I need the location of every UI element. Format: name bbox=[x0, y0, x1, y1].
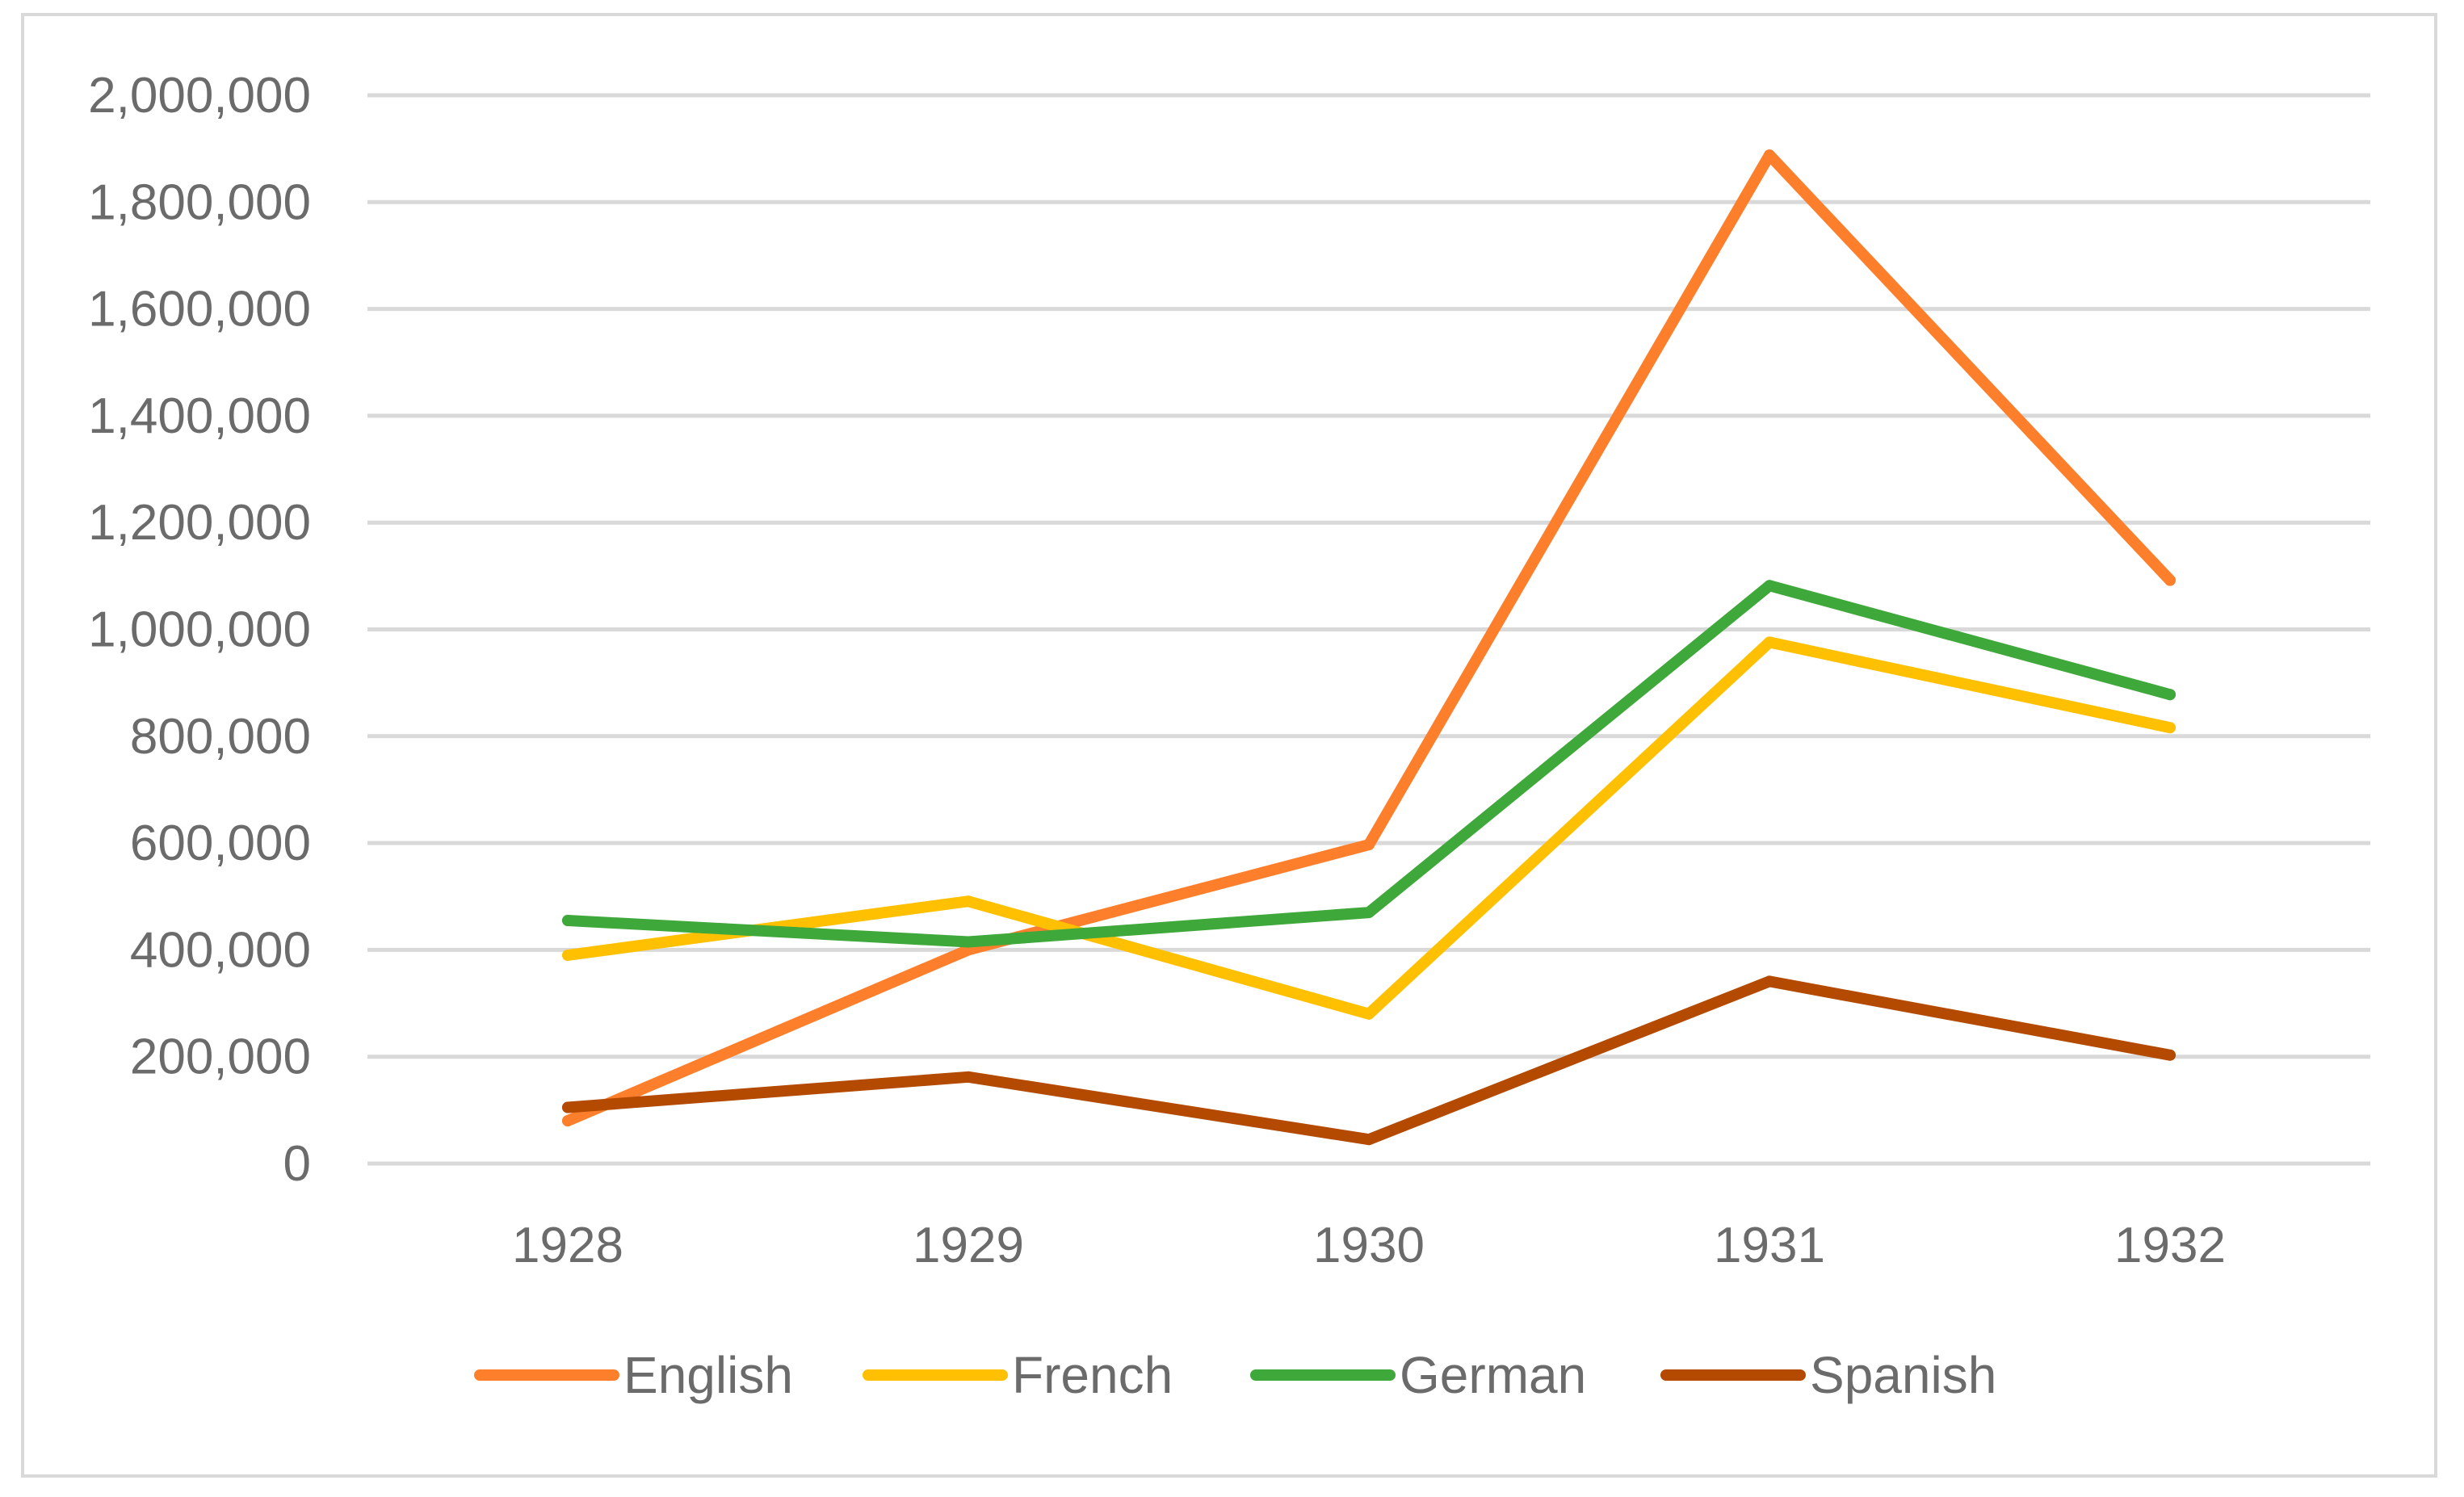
data-point-spanish bbox=[562, 1101, 573, 1113]
y-tick-label: 200,000 bbox=[130, 1029, 311, 1085]
y-tick-label: 1,200,000 bbox=[88, 495, 311, 551]
y-tick-label: 1,400,000 bbox=[88, 388, 311, 444]
series-lines bbox=[562, 149, 2176, 1146]
data-point-french bbox=[2164, 722, 2176, 734]
data-point-german bbox=[562, 915, 573, 927]
data-point-french bbox=[1363, 1008, 1375, 1020]
data-point-spanish bbox=[2164, 1049, 2176, 1061]
chart-frame bbox=[21, 13, 2437, 1478]
gridlines bbox=[367, 93, 2370, 1166]
x-tick-label: 1932 bbox=[2114, 1218, 2226, 1273]
y-tick-label: 600,000 bbox=[130, 816, 311, 871]
series-line-french bbox=[562, 636, 2176, 1020]
data-point-english bbox=[1764, 149, 1775, 161]
legend-label: German bbox=[1400, 1346, 1586, 1404]
axes: 0 200,000 400,000 600,000 800,000 1,000,000 1,… bbox=[88, 68, 2226, 1273]
y-tick-label: 1,800,000 bbox=[88, 174, 311, 230]
x-tick-label: 1931 bbox=[1714, 1218, 1825, 1273]
data-point-german bbox=[1363, 907, 1375, 919]
series-line-english bbox=[562, 149, 2176, 1127]
legend-label: Spanish bbox=[1810, 1346, 1996, 1404]
y-tick-label: 1,000,000 bbox=[88, 602, 311, 658]
legend-item-english: English bbox=[474, 1346, 793, 1404]
y-tick-label: 0 bbox=[283, 1136, 311, 1192]
y-tick-label: 400,000 bbox=[130, 922, 311, 978]
data-point-english bbox=[1363, 839, 1375, 851]
y-tick-label: 1,600,000 bbox=[88, 282, 311, 338]
data-point-german bbox=[963, 936, 974, 948]
legend-item-german: German bbox=[1250, 1346, 1586, 1404]
data-point-french bbox=[562, 950, 573, 962]
data-point-spanish bbox=[1764, 975, 1775, 988]
data-point-english bbox=[562, 1115, 573, 1127]
data-point-spanish bbox=[963, 1071, 974, 1083]
series-line-spanish bbox=[562, 975, 2176, 1146]
legend-item-french: French bbox=[863, 1346, 1173, 1404]
legend: English French German Spanish bbox=[474, 1346, 1996, 1404]
x-tick-label: 1928 bbox=[512, 1218, 623, 1273]
legend-label: English bbox=[623, 1346, 793, 1404]
y-tick-label: 2,000,000 bbox=[88, 68, 311, 124]
data-point-english bbox=[2164, 574, 2176, 586]
data-point-french bbox=[1764, 636, 1775, 648]
y-tick-label: 800,000 bbox=[130, 709, 311, 765]
data-point-french bbox=[963, 895, 974, 908]
x-tick-label: 1930 bbox=[1313, 1218, 1425, 1273]
data-point-german bbox=[2164, 689, 2176, 701]
data-point-german bbox=[1764, 580, 1775, 592]
x-tick-label: 1929 bbox=[913, 1218, 1024, 1273]
data-point-spanish bbox=[1363, 1134, 1375, 1146]
legend-item-spanish: Spanish bbox=[1660, 1346, 1996, 1404]
legend-label: French bbox=[1012, 1346, 1173, 1404]
series-line-german bbox=[562, 580, 2176, 948]
